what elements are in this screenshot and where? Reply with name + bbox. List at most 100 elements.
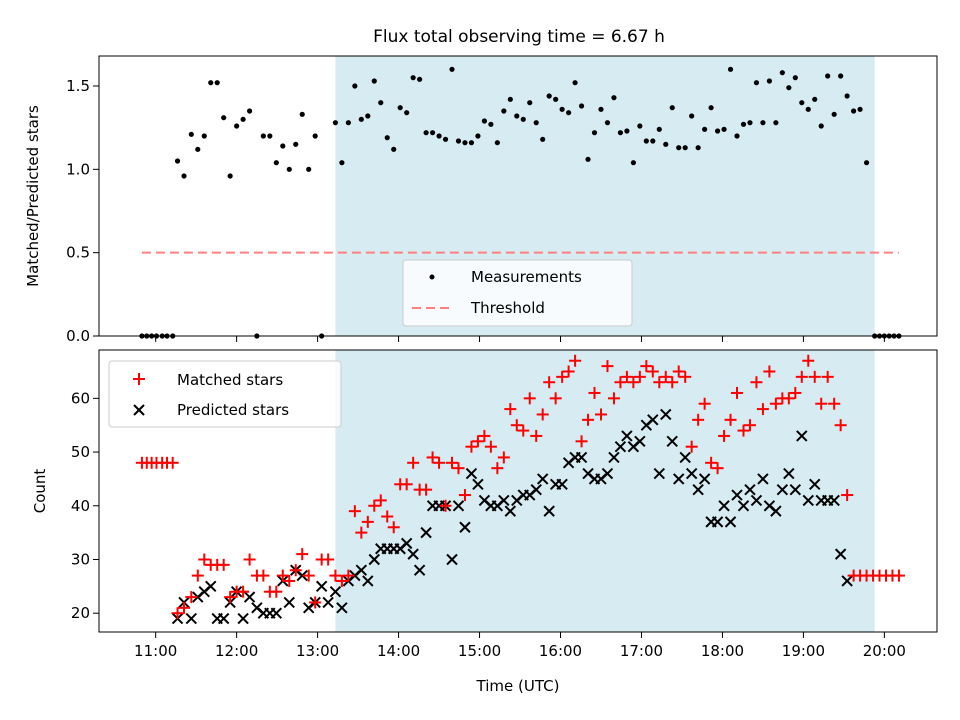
predicted-point-11 <box>243 591 256 603</box>
measurement-point-85 <box>689 113 695 119</box>
measurement-point-58 <box>514 113 520 119</box>
measurement-point-30 <box>332 120 339 126</box>
predicted-point-81 <box>698 473 711 485</box>
matched-point-77 <box>627 376 640 389</box>
matched-point-27 <box>302 569 315 582</box>
measurement-point-8 <box>181 173 187 179</box>
predicted-point-43 <box>452 500 465 512</box>
matched-point-18 <box>243 553 256 566</box>
measurement-point-60 <box>527 100 533 106</box>
matched-point-63 <box>536 408 549 421</box>
predicted-point-15 <box>270 607 283 619</box>
measurement-point-44 <box>423 130 429 136</box>
matched-point-59 <box>510 419 523 432</box>
matched-point-92 <box>724 413 737 426</box>
matched-point-45 <box>420 483 433 496</box>
top-plot: 0.0 0.5 1.0 1.5 Matched/Predicted stars Mea… <box>24 55 938 345</box>
predicted-point-74 <box>653 467 665 480</box>
measurement-point-16 <box>234 123 240 129</box>
measurement-point-74 <box>617 130 624 136</box>
measurement-point-40 <box>397 105 403 111</box>
measurement-point-80 <box>656 126 662 132</box>
matched-point-96 <box>750 376 763 389</box>
measurement-point-84 <box>682 145 688 151</box>
predicted-point-71 <box>634 435 646 448</box>
predicted-point-24 <box>329 586 342 598</box>
legend-predicted-label: Predicted stars <box>177 401 289 419</box>
matched-point-85 <box>679 370 692 383</box>
matched-point-47 <box>433 456 446 469</box>
measurement-point-24 <box>286 166 292 172</box>
measurement-point-81 <box>663 141 669 147</box>
matched-point-89 <box>705 456 718 469</box>
predicted-point-79 <box>685 467 698 480</box>
measurement-point-96 <box>760 120 766 126</box>
predicted-points <box>171 408 853 625</box>
measurement-point-101 <box>792 75 798 81</box>
measurement-point-38 <box>384 135 390 141</box>
predicted-point-85 <box>724 516 737 528</box>
measurement-point-109 <box>844 93 850 99</box>
bottom-y-tick-label-3: 50 <box>71 443 90 461</box>
measurement-point-59 <box>520 116 526 122</box>
legend-measurements-label: Measurements <box>471 268 582 286</box>
matched-point-80 <box>646 365 659 378</box>
matched-point-72 <box>594 408 607 421</box>
measurement-point-99 <box>779 70 785 76</box>
predicted-point-83 <box>711 516 724 528</box>
predicted-point-59 <box>556 478 568 490</box>
predicted-point-88 <box>744 483 756 496</box>
matched-point-101 <box>782 392 795 405</box>
predicted-point-90 <box>757 473 769 485</box>
matched-point-54 <box>478 429 491 442</box>
predicted-point-68 <box>614 440 627 453</box>
matched-point-86 <box>685 440 698 453</box>
top-y-tick-label-0: 0.0 <box>66 327 90 345</box>
predicted-point-30 <box>368 553 380 566</box>
x-tick-label-5: 16:00 <box>539 642 582 660</box>
predicted-point-50 <box>498 494 510 507</box>
measurement-point-20 <box>260 133 266 139</box>
measurement-point-95 <box>753 80 760 86</box>
measurement-point-25 <box>293 141 299 147</box>
measurement-point-78 <box>643 138 649 144</box>
matched-point-118 <box>892 569 905 582</box>
measurement-point-72 <box>604 120 611 126</box>
matched-point-49 <box>446 456 459 469</box>
matched-point-83 <box>666 376 679 389</box>
matched-point-43 <box>407 456 420 469</box>
predicted-point-101 <box>828 494 840 507</box>
legend-threshold-label: Threshold <box>470 299 545 317</box>
matched-point-31 <box>329 569 342 582</box>
measurement-point-107 <box>831 111 837 117</box>
measurement-point-105 <box>818 123 824 129</box>
predicted-point-22 <box>315 580 328 593</box>
matched-point-20 <box>257 569 270 582</box>
bottom-y-label: Count <box>31 469 49 514</box>
matched-point-70 <box>582 413 595 426</box>
bottom-y-tick-label-1: 30 <box>71 550 90 568</box>
matched-point-79 <box>640 360 653 373</box>
x-tick-label-7: 18:00 <box>701 642 744 660</box>
matched-point-22 <box>270 585 283 598</box>
matched-point-66 <box>556 370 569 383</box>
predicted-point-45 <box>465 467 478 480</box>
bottom-y-tick-label-0: 20 <box>71 604 90 622</box>
measurement-point-27 <box>306 166 312 172</box>
matched-point-108 <box>828 397 841 410</box>
x-tick-label-8: 19:00 <box>782 642 825 660</box>
predicted-point-77 <box>673 473 685 485</box>
matched-point-103 <box>795 370 808 383</box>
measurement-point-43 <box>417 76 423 82</box>
matched-point-78 <box>633 370 646 383</box>
top-y-ticks: 0.0 0.5 1.0 1.5 <box>66 77 99 345</box>
matched-point-30 <box>322 553 335 566</box>
measurement-point-104 <box>812 96 818 102</box>
matched-point-97 <box>756 403 769 416</box>
matched-point-87 <box>692 413 705 426</box>
matched-point-73 <box>601 360 614 373</box>
matched-point-35 <box>355 526 368 539</box>
predicted-point-92 <box>770 505 782 517</box>
measurement-point-67 <box>572 80 578 86</box>
measurement-point-82 <box>669 105 675 111</box>
